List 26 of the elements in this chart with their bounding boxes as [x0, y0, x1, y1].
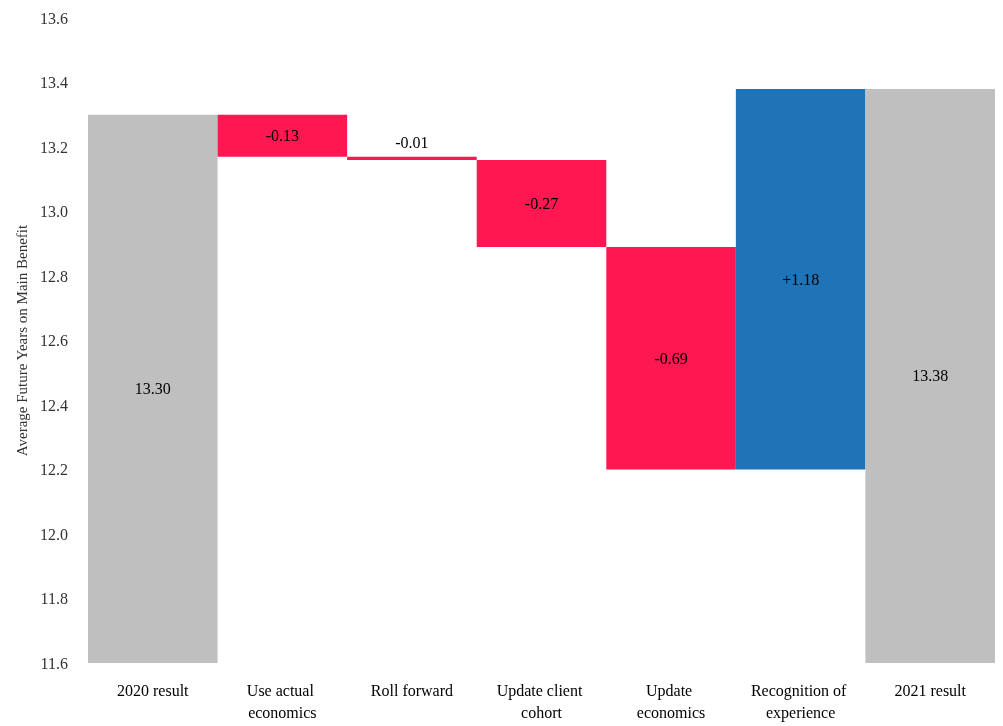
data-label: -0.69 — [654, 349, 688, 367]
data-label: -0.13 — [265, 127, 300, 145]
y-tick-label: 11.8 — [40, 590, 68, 607]
x-tick-label: 2021 result — [894, 681, 967, 699]
data-label: -0.01 — [395, 134, 429, 152]
y-tick-label: 12.4 — [40, 396, 68, 414]
x-tick-label: Roll forward — [370, 681, 454, 699]
y-tick-label: 13.4 — [40, 74, 68, 91]
y-axis-title: Average Future Years on Main Benefit — [13, 224, 30, 457]
y-tick-label: 11.6 — [40, 654, 68, 672]
y-tick-label: 12.8 — [40, 267, 68, 285]
y-tick-label: 13.2 — [40, 138, 68, 156]
y-tick-label: 12.2 — [40, 461, 68, 478]
y-tick-label: 13.6 — [40, 9, 68, 27]
x-tick-label: Update client cohort — [496, 681, 587, 721]
data-label: +1.18 — [782, 270, 820, 288]
data-label: 13.30 — [134, 380, 171, 398]
x-tick-label: Update economics — [636, 681, 706, 721]
data-label: 13.38 — [912, 367, 949, 385]
y-tick-label: 13.0 — [40, 203, 68, 220]
y-tick-label: 12.6 — [40, 332, 68, 349]
x-tick-label: Recognition of experience — [750, 681, 851, 722]
x-tick-label: 2020 result — [117, 681, 190, 699]
data-label: -0.27 — [524, 194, 559, 212]
x-tick-label: Use actual economics — [246, 681, 318, 721]
y-tick-label: 12.0 — [40, 525, 68, 543]
